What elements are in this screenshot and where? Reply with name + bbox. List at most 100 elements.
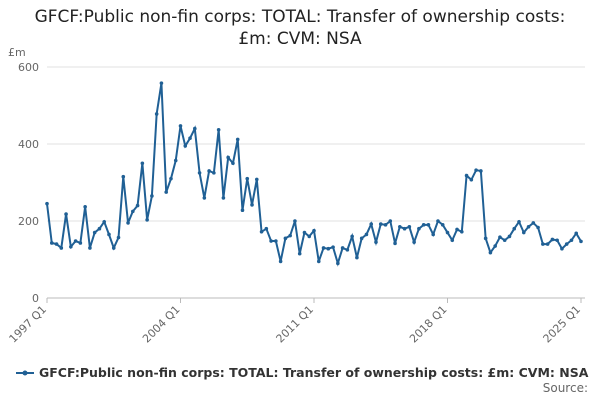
data-point [479, 169, 483, 173]
data-point [393, 241, 397, 246]
data-point [440, 223, 445, 227]
data-point [560, 246, 564, 251]
x-tick-label: 1997 Q1 [7, 303, 50, 346]
data-point [111, 246, 116, 250]
data-point [431, 232, 435, 237]
y-tick-label: 400 [18, 138, 39, 151]
data-point [202, 196, 207, 200]
data-point [460, 229, 464, 234]
data-point [164, 190, 168, 194]
data-point [331, 245, 335, 249]
data-point [350, 234, 354, 239]
data-point [521, 230, 526, 235]
data-point [302, 230, 307, 235]
data-point [336, 261, 340, 266]
data-point [264, 226, 269, 231]
data-point [297, 251, 302, 256]
x-tick-label: 2018 Q1 [407, 303, 450, 346]
data-point [226, 155, 230, 160]
data-point [345, 248, 350, 252]
data-point [235, 137, 240, 142]
data-point [498, 235, 502, 239]
data-point [107, 232, 111, 237]
data-point [221, 196, 226, 200]
data-point [378, 222, 383, 226]
x-tick-label: 2004 Q1 [140, 303, 183, 346]
data-point [541, 242, 545, 246]
data-point [493, 244, 497, 248]
data-point [526, 224, 531, 229]
data-point [169, 176, 173, 181]
data-point [474, 168, 478, 172]
data-point [288, 233, 292, 238]
data-point [374, 240, 378, 244]
data-point [145, 218, 149, 222]
data-point [445, 230, 450, 235]
data-point [69, 244, 73, 249]
data-point [126, 221, 130, 225]
data-point [574, 231, 579, 236]
data-point [49, 241, 54, 245]
data-point [197, 171, 202, 175]
data-point [154, 112, 159, 116]
data-point [469, 178, 474, 182]
data-point [364, 232, 369, 237]
y-tick-label: 200 [18, 215, 39, 228]
data-point [455, 227, 459, 232]
data-point [274, 239, 278, 243]
data-point [569, 238, 574, 243]
data-point [536, 225, 540, 230]
data-point [97, 226, 102, 231]
data-point [550, 237, 555, 242]
data-point [102, 219, 107, 224]
data-point [507, 234, 512, 239]
data-point [531, 221, 536, 225]
data-point [135, 203, 140, 208]
data-point [231, 161, 235, 166]
data-point [307, 234, 312, 239]
data-point [45, 201, 49, 206]
legend-label: GFCF:Public non-fin corps: TOTAL: Transf… [39, 365, 589, 380]
data-point [321, 246, 326, 250]
data-point [193, 126, 197, 131]
data-point [59, 246, 64, 250]
x-tick-label: 2025 Q1 [541, 303, 584, 346]
y-tick-label: 600 [18, 61, 39, 74]
legend-marker [22, 370, 28, 376]
data-point [116, 235, 121, 240]
data-point [417, 226, 421, 231]
data-point [73, 239, 78, 243]
data-point [326, 246, 331, 251]
data-point [159, 81, 164, 85]
data-point [216, 127, 221, 132]
data-point [131, 209, 135, 214]
data-point [359, 236, 364, 241]
data-point [173, 158, 178, 163]
data-point [512, 226, 517, 231]
data-point [555, 238, 559, 243]
data-point [212, 171, 216, 175]
data-point [254, 177, 259, 182]
y-unit: £m [8, 46, 26, 59]
data-point [188, 136, 192, 141]
data-point [269, 239, 273, 243]
data-point [140, 161, 145, 166]
chart-title: GFCF:Public non-fin corps: TOTAL: Transf… [34, 7, 566, 49]
data-point [183, 144, 188, 148]
data-point [278, 259, 283, 264]
data-point [369, 222, 374, 226]
data-point [54, 242, 59, 246]
data-point [259, 229, 264, 234]
x-tick-label: 2011 Q1 [274, 303, 317, 346]
data-point [340, 246, 345, 250]
data-point [579, 239, 583, 244]
data-point [502, 238, 507, 243]
data-point [78, 241, 83, 245]
data-point [383, 223, 388, 227]
data-point [88, 246, 92, 250]
data-point [64, 212, 68, 216]
data-point [426, 223, 431, 227]
data-point [240, 208, 245, 213]
